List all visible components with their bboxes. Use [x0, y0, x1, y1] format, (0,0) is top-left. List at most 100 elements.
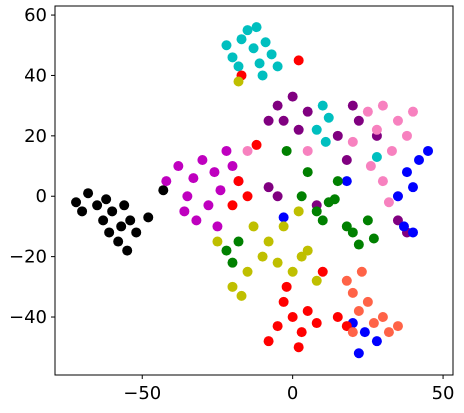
point: [392, 321, 403, 332]
point: [122, 245, 133, 256]
point: [320, 136, 331, 147]
point: [212, 221, 223, 232]
point: [104, 227, 115, 238]
point: [272, 100, 283, 111]
point: [377, 100, 388, 111]
y-tick-label: −20: [9, 247, 47, 268]
point: [158, 185, 169, 196]
point: [347, 327, 358, 338]
point: [263, 236, 274, 247]
y-tick-label: 0: [36, 186, 47, 207]
point: [272, 61, 283, 72]
point: [287, 91, 298, 102]
point: [368, 233, 379, 244]
point: [362, 106, 373, 117]
point: [296, 191, 307, 202]
point: [221, 245, 232, 256]
point: [173, 161, 184, 172]
point: [182, 191, 193, 202]
y-tick-label: 40: [24, 65, 47, 86]
point: [263, 182, 274, 193]
point: [227, 281, 238, 292]
point: [203, 200, 214, 211]
point: [251, 139, 262, 150]
point: [302, 106, 313, 117]
point: [332, 176, 343, 187]
point: [233, 76, 244, 87]
point: [401, 130, 412, 141]
y-tick-label: 60: [24, 5, 47, 26]
point: [383, 197, 394, 208]
point: [242, 191, 253, 202]
point: [302, 245, 313, 256]
point: [302, 145, 313, 156]
point: [293, 206, 304, 217]
point: [92, 200, 103, 211]
point: [302, 305, 313, 316]
point: [233, 176, 244, 187]
point: [272, 257, 283, 268]
point: [341, 176, 352, 187]
point: [278, 115, 289, 126]
point: [371, 336, 382, 347]
point: [341, 221, 352, 232]
point: [260, 37, 271, 48]
y-tick-label: 20: [24, 126, 47, 147]
point: [368, 318, 379, 329]
point: [353, 305, 364, 316]
point: [392, 115, 403, 126]
point: [347, 136, 358, 147]
y-tick-label: −40: [9, 307, 47, 328]
point: [248, 43, 259, 54]
point: [98, 215, 109, 226]
point: [227, 161, 238, 172]
point: [359, 327, 370, 338]
point: [281, 281, 292, 292]
point: [383, 327, 394, 338]
point: [287, 266, 298, 277]
plot-frame: [54, 5, 454, 376]
point: [272, 321, 283, 332]
point: [212, 236, 223, 247]
point: [317, 215, 328, 226]
x-tick-label: 0: [287, 383, 298, 404]
point: [215, 185, 226, 196]
point: [278, 212, 289, 223]
point: [353, 348, 364, 359]
point: [341, 275, 352, 286]
point: [242, 25, 253, 36]
point: [287, 312, 298, 323]
point: [353, 115, 364, 126]
point: [278, 221, 289, 232]
point: [227, 52, 238, 63]
x-tick-label: 50: [432, 383, 455, 404]
point: [233, 236, 244, 247]
point: [281, 145, 292, 156]
point: [254, 58, 265, 69]
point: [407, 227, 418, 238]
point: [263, 115, 274, 126]
point: [125, 215, 136, 226]
point: [197, 155, 208, 166]
point: [236, 34, 247, 45]
point: [423, 145, 434, 156]
point: [347, 287, 358, 298]
point: [356, 266, 367, 277]
point: [272, 191, 283, 202]
point: [191, 215, 202, 226]
point: [242, 145, 253, 156]
point: [353, 239, 364, 250]
point: [377, 176, 388, 187]
point: [386, 145, 397, 156]
point: [347, 100, 358, 111]
point: [221, 145, 232, 156]
point: [302, 167, 313, 178]
point: [236, 290, 247, 301]
point: [179, 206, 190, 217]
point: [251, 22, 262, 33]
point: [248, 221, 259, 232]
point: [407, 106, 418, 117]
point: [317, 266, 328, 277]
point: [293, 342, 304, 353]
point: [414, 155, 425, 166]
